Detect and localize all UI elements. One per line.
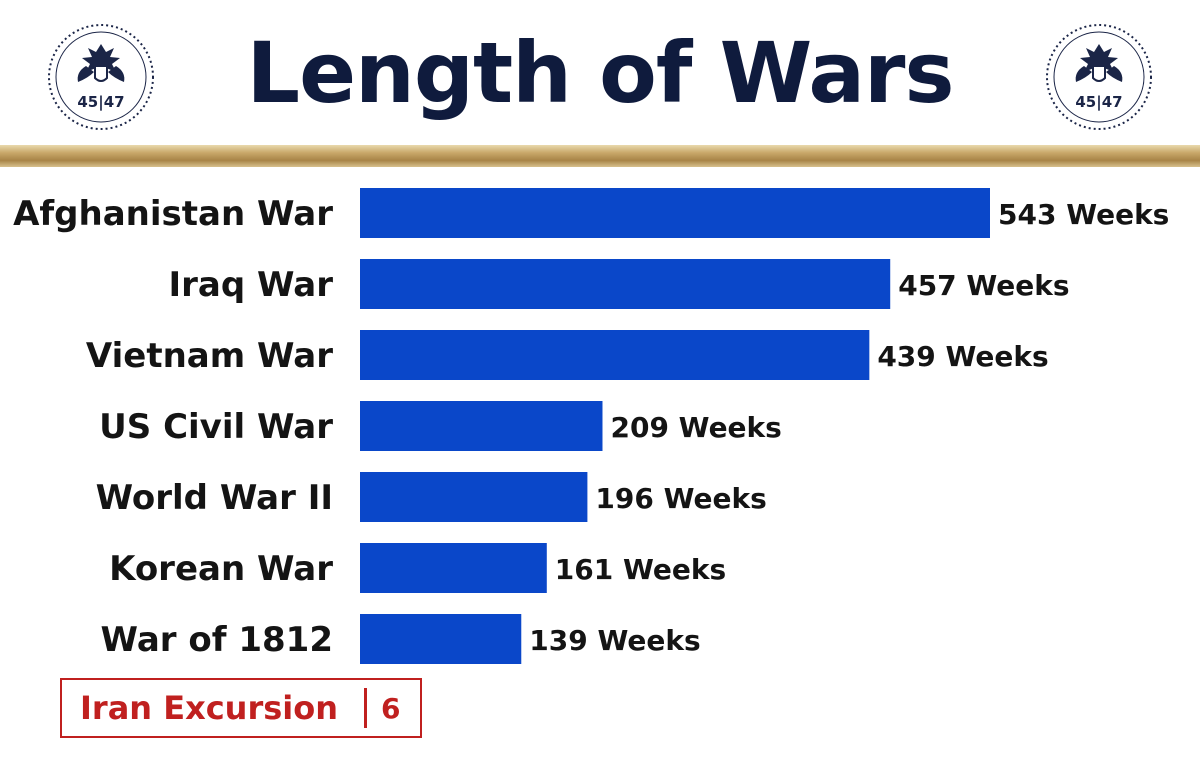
bar-iraq-war <box>360 259 891 309</box>
category-label: US Civil War <box>99 407 333 447</box>
category-label: World War II <box>96 478 333 518</box>
presidential-seal-icon: 45|47 <box>48 24 154 130</box>
bar-vietnam-war <box>360 330 870 380</box>
value-label: 543 Weeks <box>998 198 1169 231</box>
page-title: Length of Wars <box>246 24 955 122</box>
value-label: 439 Weeks <box>877 340 1048 373</box>
category-label: Vietnam War <box>86 336 333 376</box>
category-label: Korean War <box>109 549 333 589</box>
note-divider <box>364 688 368 728</box>
bar-korean-war <box>360 543 547 593</box>
value-label: 457 Weeks <box>898 269 1069 302</box>
header: 45|47 Length of Wars 45|47 <box>0 0 1200 145</box>
iran-excursion-box: Iran Excursion 6 <box>60 678 422 738</box>
value-label: 196 Weeks <box>595 482 766 515</box>
value-label: 209 Weeks <box>610 411 781 444</box>
category-label: Iraq War <box>168 265 333 305</box>
category-label: War of 1812 <box>101 620 333 660</box>
gold-divider <box>0 145 1200 167</box>
bar-world-war-ii <box>360 472 588 522</box>
note-label: Iran Excursion <box>80 689 339 727</box>
bar-afghanistan-war <box>360 188 990 238</box>
category-label: Afghanistan War <box>13 194 333 234</box>
value-label: 139 Weeks <box>529 624 700 657</box>
note-value: 6 <box>381 691 401 725</box>
value-label: 161 Weeks <box>555 553 726 586</box>
presidential-seal-icon: 45|47 <box>1046 24 1152 130</box>
bar-war-of-1812 <box>360 614 522 664</box>
bar-us-civil-war <box>360 401 603 451</box>
seal-text: 45|47 <box>77 93 124 112</box>
seal-text: 45|47 <box>1075 93 1122 112</box>
